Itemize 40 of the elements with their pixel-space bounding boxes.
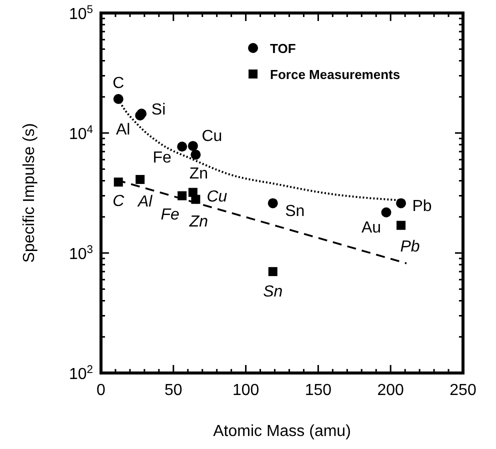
annotation: Al — [116, 121, 130, 138]
annotation: Cu — [202, 128, 222, 145]
annotation: C — [112, 193, 125, 210]
annotation: Pb — [400, 238, 420, 256]
y-tick-label: 10$^{3}$ — [68, 244, 93, 263]
point — [268, 198, 278, 208]
y-tick-label: 10$^{2}$ — [68, 364, 93, 383]
x-tick-label: 200 — [377, 382, 404, 399]
annotation: Sn — [263, 284, 283, 301]
annotation: Fe — [160, 206, 180, 224]
x-axis-title: Atomic Mass (amu) — [213, 423, 351, 440]
annotation: Pb — [412, 198, 432, 216]
annotation: Fe — [152, 150, 172, 167]
x-tick-label: 100 — [232, 382, 260, 399]
point — [136, 174, 145, 184]
y-tick-label: 10$^{5}$ — [68, 4, 93, 23]
y-axis-title: Specific Impulse (s) — [21, 123, 38, 263]
point — [113, 94, 124, 104]
x-tick-label: 150 — [304, 382, 332, 399]
point — [381, 207, 392, 218]
annotation: Zn — [189, 166, 208, 183]
point — [268, 267, 278, 276]
legend-label: TOF — [270, 41, 296, 56]
x-tick-label: 50 — [164, 382, 182, 399]
x-tick-label: 250 — [450, 382, 476, 399]
annotation: Sn — [285, 203, 305, 220]
y-tick-label: 10$^{4}$ — [68, 124, 93, 143]
annotation: C — [112, 75, 124, 92]
annotation: Au — [361, 219, 382, 236]
point — [177, 142, 188, 152]
legend-label: Force Measurements — [270, 67, 400, 82]
point — [396, 198, 406, 208]
point — [396, 220, 406, 230]
annotation: Al — [136, 193, 153, 210]
point — [188, 140, 198, 151]
annotation: Zn — [188, 213, 208, 230]
annotation: Cu — [206, 188, 228, 206]
point — [190, 150, 201, 160]
annotation: Si — [151, 102, 166, 119]
x-tick-label: 0 — [96, 382, 106, 399]
